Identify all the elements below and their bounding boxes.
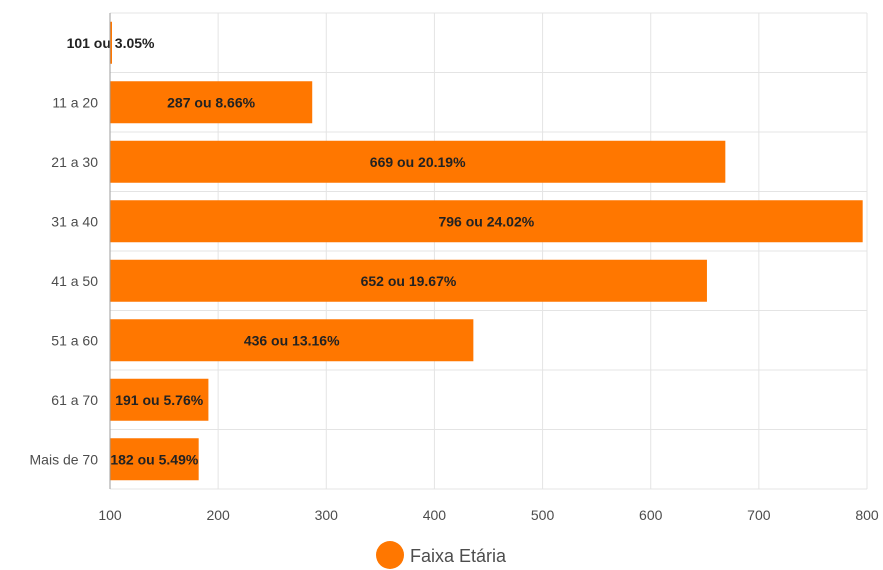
bar-data-label: 796 ou 24.02% <box>438 213 534 229</box>
x-tick-label: 200 <box>206 507 230 523</box>
y-category-label: 61 a 70 <box>51 392 98 408</box>
bar <box>110 378 209 421</box>
bar <box>110 319 474 362</box>
x-tick-label: 100 <box>98 507 122 523</box>
y-category-label: 41 a 50 <box>51 273 98 289</box>
x-tick-label: 800 <box>855 507 879 523</box>
x-tick-label: 700 <box>747 507 771 523</box>
bar-data-label: 669 ou 20.19% <box>370 154 466 170</box>
bar-data-label: 436 ou 13.16% <box>244 332 340 348</box>
legend-label: Faixa Etária <box>410 546 507 566</box>
bar-data-label: 652 ou 19.67% <box>361 273 457 289</box>
bar <box>110 81 313 124</box>
bar <box>110 200 863 243</box>
legend-swatch <box>376 541 404 569</box>
bar <box>110 438 199 481</box>
x-tick-label: 600 <box>639 507 663 523</box>
bar-data-label: 101 ou 3.05% <box>67 35 155 51</box>
bar <box>110 21 112 64</box>
x-tick-label: 300 <box>315 507 339 523</box>
bar <box>110 259 707 302</box>
y-category-label: 21 a 30 <box>51 154 98 170</box>
bar-data-label: 287 ou 8.66% <box>167 94 255 110</box>
x-tick-label: 500 <box>531 507 555 523</box>
y-category-label: 11 a 20 <box>52 94 98 110</box>
bar <box>110 140 726 183</box>
bar-data-label: 191 ou 5.76% <box>115 392 203 408</box>
y-category-label: 51 a 60 <box>51 332 98 348</box>
y-category-label: 31 a 40 <box>51 213 98 229</box>
bar-data-label: 182 ou 5.49% <box>110 451 198 467</box>
y-category-label: Mais de 70 <box>30 451 99 467</box>
x-tick-label: 400 <box>423 507 447 523</box>
